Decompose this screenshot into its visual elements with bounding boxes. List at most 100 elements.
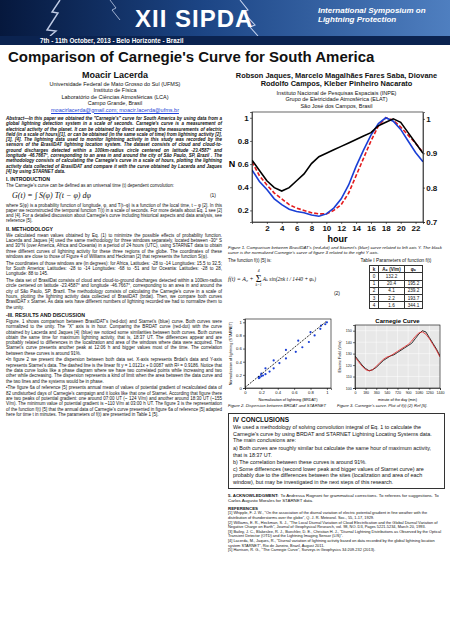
tick-label: 1 — [326, 390, 329, 395]
chart: 0180360540720900108012601440100110120130… — [337, 315, 445, 403]
tick: 180 — [363, 388, 369, 395]
equation-text: G(t) = ∫ S(φ) T(t − φ) dφ — [12, 191, 91, 200]
tick: 0.4 — [275, 388, 281, 395]
x-axis-label: minute of the day (min) — [378, 398, 418, 402]
data-point — [324, 323, 326, 325]
section-heading: IV CONCLUSIONS — [233, 416, 440, 423]
y-axis-label: N — [229, 159, 236, 169]
data-point — [295, 351, 297, 353]
tick-label: 20 — [397, 224, 406, 233]
tick-mark — [243, 349, 245, 350]
table-cell — [404, 273, 423, 280]
tick: 1 — [423, 115, 431, 124]
paragraph: where S(φ) is a probability function of … — [6, 203, 222, 224]
tick-mark — [353, 342, 355, 343]
tick-mark — [250, 141, 252, 142]
conclusion-item: a) Both curves are roughly similar but c… — [233, 445, 440, 458]
table-cell: 193.7 — [404, 294, 423, 301]
paragraph: Figure. 1 shows comparison between Brasi… — [6, 319, 222, 356]
tick-label: 0.2 — [238, 206, 250, 215]
paragraph: •In figure 2 we present the dispersion b… — [6, 357, 222, 383]
tick: 360 — [374, 388, 380, 395]
tick-mark — [423, 119, 425, 120]
event-name: XII SIPDA — [135, 5, 253, 33]
tick-mark — [250, 164, 252, 165]
tick-label: 1080 — [415, 391, 423, 395]
chart: 2468101214161820220.20.40.60.810.70.80.9… — [228, 106, 445, 244]
tick-label: 0 — [355, 391, 357, 395]
equation-number: (2) — [228, 290, 340, 296]
data-point — [308, 341, 310, 343]
table-cell: 239.2 — [404, 287, 423, 294]
affiliation: Campo Grande, Brasil — [10, 100, 220, 106]
tick: 110 — [346, 376, 355, 380]
affiliation: São José dos Campos, Brasil — [228, 103, 445, 109]
table-cell: 0 — [369, 273, 379, 280]
paragraph: We calculated mean values obtained by Eq… — [6, 233, 222, 259]
tick-label: 0.4 — [275, 390, 281, 395]
tick-label: 12 — [337, 224, 346, 233]
table-row: 41.6344.1 — [369, 302, 422, 309]
equation-2: f(t) = A₀ +4Σk=1Aₖ sin(2πk t / 1440 + φₖ… — [228, 269, 340, 288]
lightning-bolt — [47, 0, 60, 36]
xticks-axis: 246810121416182022 — [253, 222, 424, 233]
series-line — [355, 331, 440, 371]
affiliation: Laboratório de Ciências Atmosféricas (LC… — [10, 94, 220, 100]
y2ticks-axis: 0.70.80.91 — [423, 113, 438, 228]
tick-mark — [353, 331, 355, 332]
banner: XII SIPDA International Symposium on Ligh… — [0, 0, 450, 36]
tick: 1 — [239, 320, 245, 325]
tick-label: 2 — [265, 224, 270, 233]
plot-frame — [355, 325, 440, 388]
table: kAₖ (V/m)φₖ0132.2120.4195.224.1239.232.2… — [369, 265, 423, 309]
tick: 1 — [244, 114, 252, 123]
grid-line — [429, 325, 430, 388]
equation: G(t) = ∫ S(φ) T(t − φ) dφ(1) — [6, 191, 222, 200]
tick-label: 360 — [374, 391, 380, 395]
paragraph: The function f(t) [5] is: — [228, 258, 340, 263]
grid — [355, 325, 440, 388]
tick-mark — [353, 365, 355, 366]
section-heading: 5. ACKNOWLEDGMENT: — [228, 493, 279, 498]
table-row: 32.2193.7 — [369, 294, 422, 301]
symposium-name: International Symposium on Lightning Pro… — [318, 6, 443, 24]
tick: 100 — [346, 387, 355, 391]
tick-label: 8 — [310, 224, 315, 233]
tick-label: 120 — [346, 364, 352, 368]
tick-label: 0.8 — [238, 137, 250, 146]
plot-frame — [252, 112, 423, 222]
xticks-axis: 0180360540720900108012601440 — [355, 388, 445, 395]
tick: 0.9 — [423, 149, 438, 158]
tick: 6 — [295, 222, 300, 233]
event-dates: 7th - 11th October, 2013 - Belo Horizont… — [40, 37, 183, 44]
conclusion-item: b) The correlation between these curves … — [233, 459, 440, 465]
table-cell: 1.6 — [379, 302, 404, 309]
series-line — [252, 118, 423, 216]
tick: 540 — [384, 388, 390, 395]
series-line — [252, 118, 423, 214]
table-cell: 4 — [369, 302, 379, 309]
tick: 0.8 — [308, 388, 314, 395]
reference: [3] Bailey, J. C., Blakeslee, R. J., Bue… — [228, 530, 445, 539]
table-header: k — [369, 266, 379, 273]
tick-mark — [423, 222, 425, 223]
authors-right: Robson Jaques, Marcelo Magalhães Fares S… — [228, 72, 445, 109]
data-point — [285, 358, 287, 360]
tick-label: 6 — [295, 224, 300, 233]
reference: [4] Lacerda, M., Jaques, R., "Diurnal va… — [228, 539, 445, 548]
tick-mark — [250, 210, 252, 211]
tick: 22 — [412, 222, 421, 233]
tick-label: 110 — [346, 376, 352, 380]
tick-label: 0.4 — [238, 183, 250, 192]
tick: 16 — [367, 222, 376, 233]
poster: XII SIPDA International Symposium on Ligh… — [0, 0, 450, 636]
tick: 0.8 — [236, 334, 245, 339]
figure-2: 00.20.40.60.8100.20.40.60.81Normalizatio… — [228, 315, 334, 408]
paragraph: •The figure 6a of reference [5] presents… — [6, 385, 222, 417]
data-point — [314, 335, 316, 337]
plot-area — [252, 118, 423, 216]
tick-label: 900 — [406, 391, 412, 395]
tick-label: 0.2 — [259, 390, 265, 395]
equation-table-row: The function f(t) [5] is: f(t) = A₀ +4Σk=… — [228, 258, 445, 309]
tick-mark — [250, 187, 252, 188]
